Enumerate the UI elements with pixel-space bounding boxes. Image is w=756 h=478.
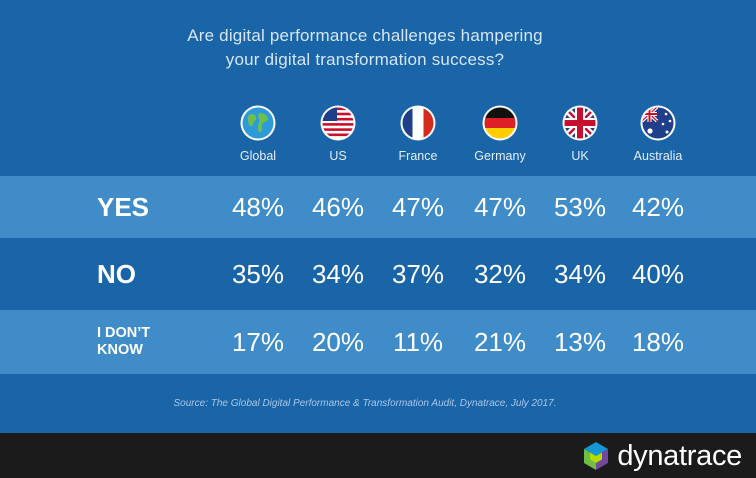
row-label-dont-know: I DON’T KNOW	[97, 325, 187, 359]
us-flag-icon	[320, 105, 356, 141]
column-header-germany: Germany	[474, 149, 526, 163]
value-yes-global: 48%	[231, 192, 285, 222]
table-row-no: NO 35% 34% 37% 32% 34% 40%	[0, 238, 756, 310]
dynatrace-logo-icon	[584, 442, 609, 470]
value-no-uk: 34%	[553, 259, 607, 289]
australia-flag-icon	[640, 105, 676, 141]
value-yes-france: 47%	[391, 192, 445, 222]
chart-title: Are digital performance challenges hampe…	[0, 24, 730, 72]
source-note: Source: The Global Digital Performance &…	[173, 398, 557, 409]
france-flag-icon	[400, 105, 436, 141]
globe-icon	[240, 105, 276, 141]
column-header-france: France	[398, 149, 438, 163]
column-header-global: Global	[239, 149, 277, 163]
value-yes-australia: 42%	[631, 192, 685, 222]
title-line-1: Are digital performance challenges hampe…	[187, 26, 543, 45]
title-line-2: your digital transformation success?	[225, 50, 505, 69]
germany-flag-icon	[482, 105, 518, 141]
row-label-no: NO	[97, 259, 136, 289]
value-yes-us: 46%	[311, 192, 365, 222]
value-dont-know-germany: 21%	[473, 327, 527, 357]
value-no-us: 34%	[311, 259, 365, 289]
value-no-australia: 40%	[631, 259, 685, 289]
column-header-australia: Australia	[633, 149, 683, 163]
value-no-france: 37%	[391, 259, 445, 289]
value-no-germany: 32%	[473, 259, 527, 289]
value-yes-germany: 47%	[473, 192, 527, 222]
dynatrace-logo: dynatrace	[581, 439, 742, 473]
column-header-uk: UK	[571, 149, 589, 163]
value-dont-know-uk: 13%	[553, 327, 607, 357]
uk-flag-icon	[562, 105, 598, 141]
brand-name: dynatrace	[617, 439, 742, 472]
value-dont-know-global: 17%	[231, 327, 285, 357]
value-dont-know-australia: 18%	[631, 327, 685, 357]
table-row-yes: YES 48% 46% 47% 47% 53% 42%	[0, 176, 756, 238]
column-header-us: US	[329, 149, 347, 163]
value-no-global: 35%	[231, 259, 285, 289]
table-row-dont-know: I DON’T KNOW 17% 20% 11% 21% 13% 18%	[0, 310, 756, 374]
footer-bar: dynatrace	[0, 433, 756, 478]
value-yes-uk: 53%	[553, 192, 607, 222]
row-label-yes: YES	[97, 192, 150, 222]
value-dont-know-france: 11%	[392, 327, 444, 357]
row-label-dont-know-line-1: I DON’T	[97, 325, 151, 341]
row-label-dont-know-line-2: KNOW	[97, 342, 143, 358]
value-dont-know-us: 20%	[311, 327, 365, 357]
